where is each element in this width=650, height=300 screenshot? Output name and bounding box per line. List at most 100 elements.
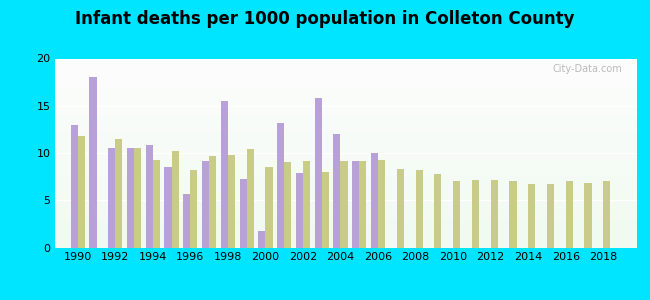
Bar: [55, 200, 637, 201]
Bar: [491, 180, 498, 247]
Bar: [55, 97, 637, 98]
Bar: [55, 117, 637, 118]
Bar: [258, 231, 265, 248]
Bar: [55, 147, 637, 148]
Bar: [55, 170, 637, 171]
Bar: [55, 136, 637, 137]
Bar: [55, 162, 637, 164]
Bar: [55, 111, 637, 112]
Bar: [55, 60, 637, 61]
Bar: [55, 68, 637, 69]
Bar: [55, 246, 637, 247]
Bar: [55, 104, 637, 105]
Bar: [55, 234, 637, 235]
Bar: [55, 145, 637, 146]
Bar: [55, 115, 637, 116]
Bar: [55, 106, 637, 107]
Bar: [55, 222, 637, 223]
Bar: [55, 172, 637, 173]
Bar: [55, 230, 637, 231]
Bar: [55, 212, 637, 214]
Bar: [528, 184, 536, 247]
Bar: [55, 137, 637, 138]
Bar: [55, 228, 637, 229]
Bar: [415, 170, 423, 248]
Bar: [55, 131, 637, 132]
Bar: [55, 210, 637, 211]
Bar: [55, 153, 637, 154]
Bar: [55, 209, 637, 210]
Bar: [55, 108, 637, 109]
Bar: [55, 70, 637, 71]
Bar: [453, 181, 460, 248]
Bar: [55, 169, 637, 170]
Bar: [55, 64, 637, 65]
Bar: [55, 84, 637, 85]
Bar: [55, 151, 637, 152]
Bar: [55, 132, 637, 133]
Bar: [55, 59, 637, 60]
Bar: [55, 121, 637, 122]
Bar: [55, 82, 637, 83]
Bar: [190, 170, 198, 248]
Bar: [378, 160, 385, 248]
Bar: [55, 123, 637, 124]
Bar: [584, 183, 592, 247]
Bar: [55, 128, 637, 129]
Bar: [55, 244, 637, 245]
Bar: [566, 181, 573, 248]
Bar: [55, 156, 637, 157]
Bar: [55, 208, 637, 209]
Bar: [55, 236, 637, 237]
Bar: [55, 195, 637, 196]
Bar: [55, 100, 637, 101]
Bar: [55, 150, 637, 151]
Bar: [55, 71, 637, 72]
Bar: [472, 180, 479, 247]
Bar: [55, 192, 637, 193]
Text: Infant deaths per 1000 population in Colleton County: Infant deaths per 1000 population in Col…: [75, 11, 575, 28]
Bar: [55, 129, 637, 130]
Bar: [55, 245, 637, 246]
Bar: [55, 160, 637, 161]
Bar: [55, 125, 637, 126]
Bar: [202, 160, 209, 247]
Bar: [55, 229, 637, 230]
Bar: [127, 148, 134, 247]
Bar: [55, 239, 637, 240]
Bar: [55, 220, 637, 221]
Bar: [55, 75, 637, 76]
Bar: [55, 224, 637, 225]
Bar: [55, 243, 637, 244]
Bar: [55, 181, 637, 182]
Bar: [55, 118, 637, 119]
Bar: [55, 126, 637, 127]
Bar: [55, 221, 637, 222]
Bar: [55, 94, 637, 95]
Bar: [221, 101, 228, 248]
Bar: [55, 116, 637, 117]
Bar: [55, 247, 637, 248]
Bar: [55, 227, 637, 228]
Bar: [146, 146, 153, 248]
Bar: [55, 187, 637, 188]
Bar: [55, 191, 637, 192]
Bar: [55, 198, 637, 199]
Bar: [55, 174, 637, 175]
Bar: [55, 101, 637, 102]
Bar: [322, 172, 329, 247]
Bar: [55, 88, 637, 89]
Bar: [55, 215, 637, 216]
Bar: [55, 149, 637, 150]
Bar: [55, 179, 637, 180]
Bar: [55, 73, 637, 74]
Bar: [55, 79, 637, 80]
Bar: [55, 185, 637, 186]
Bar: [71, 125, 78, 248]
Bar: [55, 85, 637, 86]
Bar: [172, 151, 179, 247]
Bar: [55, 233, 637, 234]
Bar: [55, 197, 637, 198]
Bar: [55, 142, 637, 144]
Bar: [55, 193, 637, 194]
